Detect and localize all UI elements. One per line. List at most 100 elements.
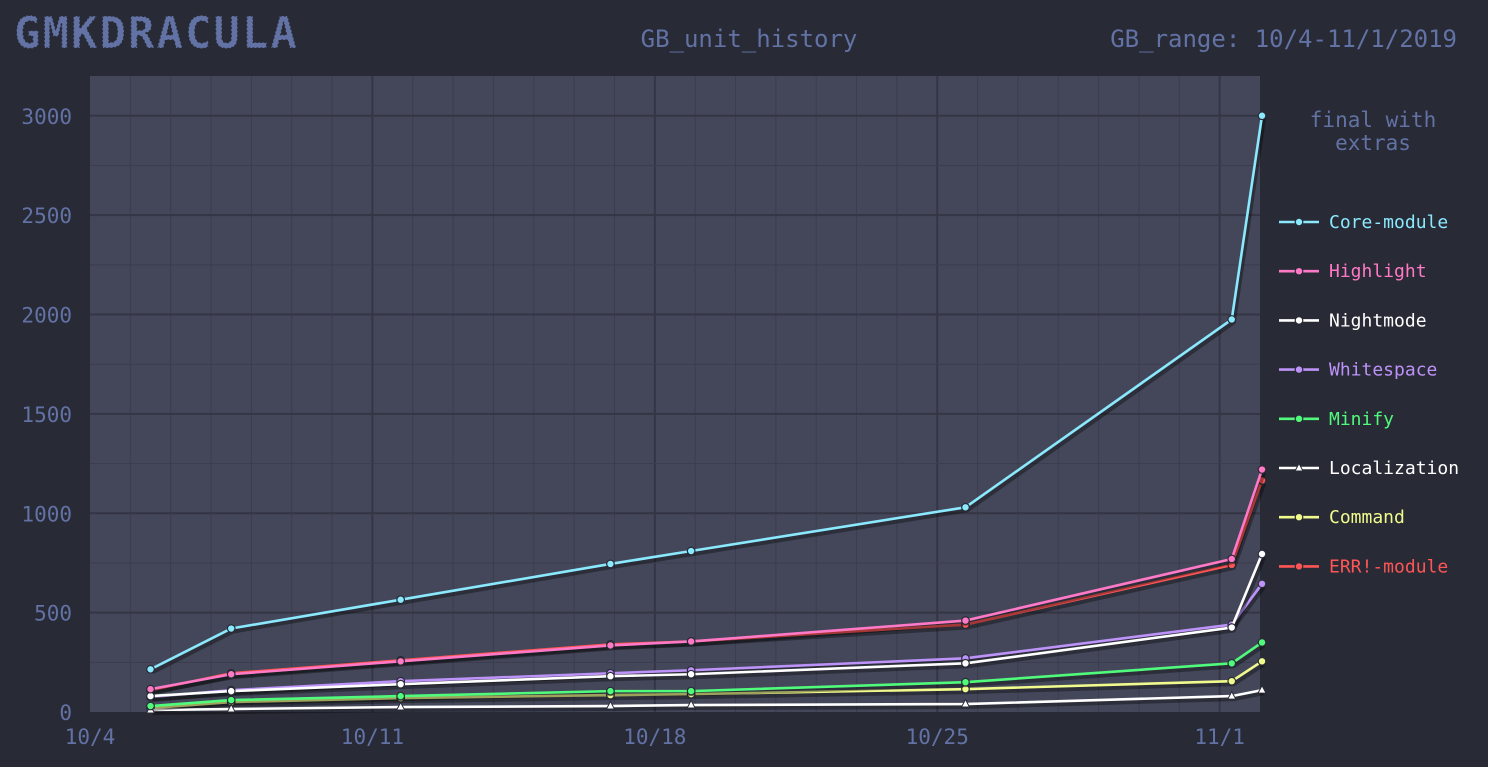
data-point [1257,549,1267,559]
series-shadow [152,482,1266,696]
x-axis: 10/4 10/11 10/18 10/25 11/1 [65,725,1245,749]
legend-marker [1294,266,1304,276]
series-shadow [152,691,1265,716]
legend-label: Nightmode [1329,310,1427,331]
legend-item-minify: Minify [1279,409,1394,430]
data-point [396,691,406,701]
data-point [686,669,696,679]
series-line [150,660,1263,710]
legend-label: Minify [1329,409,1394,430]
data-point [1227,676,1237,686]
legend-marker [1294,462,1304,472]
data-point [961,616,970,625]
legend-marker [1294,414,1304,424]
x-tick-label: 11/1 [1194,725,1245,749]
data-point [226,624,236,633]
series-highlight [146,465,1267,695]
data-point [1227,623,1237,632]
data-point [1257,465,1267,474]
legend-marker [1294,365,1304,375]
y-tick-label: 2000 [21,304,72,328]
data-point [1257,638,1267,647]
data-point [1257,684,1267,694]
series-line [150,553,1264,698]
data-point [961,502,970,512]
legend-marker [1294,512,1304,522]
data-point [606,559,615,569]
legend-label: Core-module [1329,212,1448,233]
legend-item-whitespace: Whitespace [1279,360,1437,381]
series-layer [145,111,1267,716]
data-point [686,637,696,646]
data-point [686,686,696,696]
series-line [150,583,1264,699]
data-point [605,700,616,710]
legend-item-highlight: Highlight [1279,261,1427,282]
data-point [146,664,155,674]
legend-marker [1294,562,1304,571]
data-point [146,684,155,694]
data-point [395,701,406,711]
date-range: GB_range: 10/4-11/1/2019 [1110,25,1457,53]
data-point [961,677,970,687]
data-point [226,686,236,696]
x-tick-label: 10/4 [65,725,116,749]
legend-label: Command [1329,507,1405,528]
series-line [149,115,1264,671]
plot-area [90,76,1260,712]
series-localization [145,684,1267,716]
data-point [606,686,615,696]
legend-item-localization: Localization [1279,458,1459,479]
y-tick-label: 0 [59,701,72,725]
data-point [606,671,615,681]
x-tick-label: 10/25 [906,725,969,749]
y-axis: 0 500 1000 1500 2000 2500 3000 [21,105,72,725]
legend: Core-module Highlight Nightmode Whitespace M… [1279,212,1459,577]
series-shadow [152,643,1266,712]
data-point [960,698,971,708]
y-tick-label: 2500 [21,204,72,228]
logo: GMKDRACULA [14,8,299,59]
series-nightmode [146,549,1267,702]
y-tick-label: 3000 [21,105,72,129]
data-point [1227,658,1237,668]
series-shadow [152,556,1266,702]
x-tick-label: 10/18 [623,725,686,749]
chart-title: GB_unit_history [641,25,858,53]
y-tick-label: 500 [34,602,72,626]
legend-label: Whitespace [1329,360,1437,381]
legend-label: Localization [1329,458,1459,479]
legend-item-err-module: ERR!-module [1279,556,1448,577]
data-point [226,703,237,713]
legend-marker [1294,316,1304,325]
data-point [396,679,406,689]
legend-item-nightmode: Nightmode [1279,310,1427,331]
legend-title-line2: extras [1335,131,1411,155]
legend-label: ERR!-module [1329,556,1448,577]
data-point [1257,579,1267,589]
data-point [1257,111,1267,121]
series-shadow [152,471,1266,695]
data-point [226,669,236,679]
data-point [961,658,970,668]
data-point [1227,315,1237,324]
series-core-module [146,111,1267,675]
data-point [226,695,236,705]
legend-title-line1: final with [1310,108,1436,132]
y-tick-label: 1000 [21,502,72,526]
series-line [150,688,1263,712]
data-point [396,595,406,605]
data-point [1227,554,1237,564]
data-point [686,699,696,709]
y-tick-label: 1500 [21,403,72,427]
series-line [150,641,1263,708]
data-point [606,641,615,650]
legend-label: Highlight [1329,261,1427,282]
grid [90,76,1260,712]
data-point [1257,656,1267,666]
series-shadow [152,662,1266,714]
data-point [686,546,696,556]
legend-item-core-module: Core-module [1279,212,1448,233]
data-point [146,701,155,711]
